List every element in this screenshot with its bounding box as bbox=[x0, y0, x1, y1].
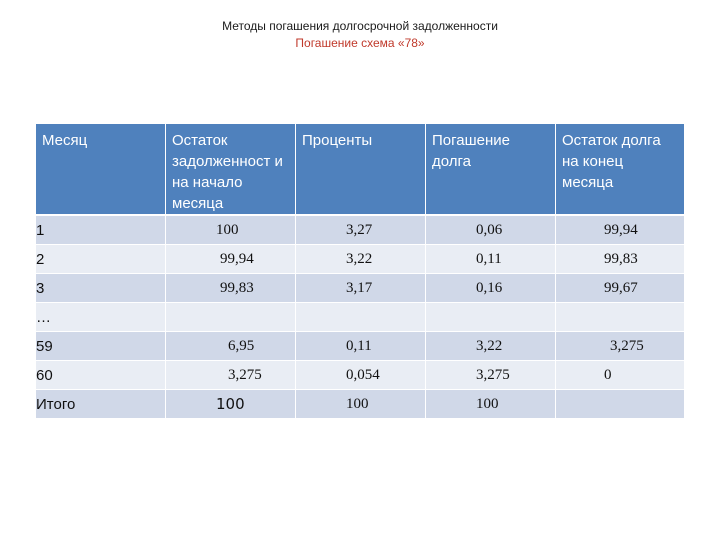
cell-interest bbox=[296, 303, 426, 332]
cell-interest: 3,17 bbox=[296, 274, 426, 303]
table-row: 2 99,94 3,22 0,11 99,83 bbox=[36, 245, 684, 274]
repayment-table: Месяц Остаток задолженност и на начало м… bbox=[36, 124, 684, 419]
slide-heading: Методы погашения долгосрочной задолженно… bbox=[0, 18, 720, 52]
header-month: Месяц bbox=[36, 124, 166, 216]
cell-principal bbox=[426, 303, 556, 332]
cell-closing-balance: 0 bbox=[556, 361, 684, 390]
cell-principal: 3,275 bbox=[426, 361, 556, 390]
cell-month: … bbox=[36, 303, 166, 332]
slide-subtitle: Погашение схема «78» bbox=[295, 36, 425, 50]
cell-interest: 100 bbox=[296, 390, 426, 419]
header-closing-balance: Остаток долга на конец месяца bbox=[556, 124, 684, 216]
cell-principal: 0,16 bbox=[426, 274, 556, 303]
cell-closing-balance: 99,83 bbox=[556, 245, 684, 274]
cell-interest: 3,22 bbox=[296, 245, 426, 274]
header-principal: Погашение долга bbox=[426, 124, 556, 216]
table-row: 3 99,83 3,17 0,16 99,67 bbox=[36, 274, 684, 303]
cell-month: 59 bbox=[36, 332, 166, 361]
cell-opening-balance bbox=[166, 303, 296, 332]
cell-interest: 3,27 bbox=[296, 216, 426, 245]
cell-interest: 0,11 bbox=[296, 332, 426, 361]
cell-month: 1 bbox=[36, 216, 166, 245]
slide-title: Методы погашения долгосрочной задолженно… bbox=[222, 19, 498, 33]
cell-opening-balance: 100 bbox=[166, 216, 296, 245]
cell-principal: 0,11 bbox=[426, 245, 556, 274]
cell-month: 2 bbox=[36, 245, 166, 274]
cell-closing-balance: 3,275 bbox=[556, 332, 684, 361]
cell-interest: 0,054 bbox=[296, 361, 426, 390]
cell-month: Итого bbox=[36, 390, 166, 419]
cell-closing-balance bbox=[556, 303, 684, 332]
header-opening-balance: Остаток задолженност и на начало месяца bbox=[166, 124, 296, 216]
cell-principal: 3,22 bbox=[426, 332, 556, 361]
table-row: … bbox=[36, 303, 684, 332]
cell-closing-balance bbox=[556, 390, 684, 419]
cell-opening-balance: 100 bbox=[166, 390, 296, 419]
table-row: 60 3,275 0,054 3,275 0 bbox=[36, 361, 684, 390]
cell-opening-balance: 3,275 bbox=[166, 361, 296, 390]
cell-principal: 100 bbox=[426, 390, 556, 419]
table-row-total: Итого 100 100 100 bbox=[36, 390, 684, 419]
cell-month: 60 bbox=[36, 361, 166, 390]
cell-closing-balance: 99,94 bbox=[556, 216, 684, 245]
table-header-row: Месяц Остаток задолженност и на начало м… bbox=[36, 124, 684, 216]
header-interest: Проценты bbox=[296, 124, 426, 216]
table-row: 59 6,95 0,11 3,22 3,275 bbox=[36, 332, 684, 361]
cell-principal: 0,06 bbox=[426, 216, 556, 245]
cell-opening-balance: 99,83 bbox=[166, 274, 296, 303]
cell-opening-balance: 6,95 bbox=[166, 332, 296, 361]
cell-closing-balance: 99,67 bbox=[556, 274, 684, 303]
cell-opening-balance: 99,94 bbox=[166, 245, 296, 274]
table-row: 1 100 3,27 0,06 99,94 bbox=[36, 216, 684, 245]
cell-month: 3 bbox=[36, 274, 166, 303]
